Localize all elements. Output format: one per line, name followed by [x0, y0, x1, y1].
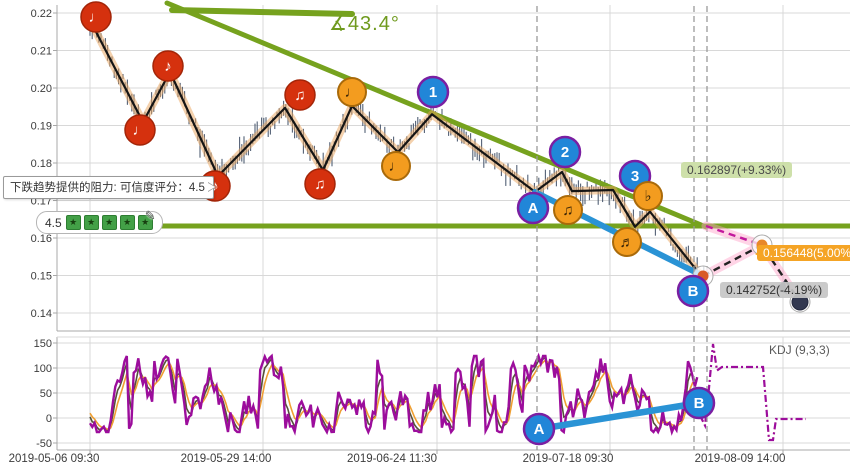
note-pivot-marker-♩[interactable]: ♩: [124, 114, 156, 146]
price-projection-lines[interactable]: [692, 221, 811, 313]
wave-marker-2[interactable]: 2: [548, 135, 582, 169]
dashed-time-markers: [536, 6, 708, 450]
svg-text:150: 150: [34, 338, 52, 350]
ab-line-kdj[interactable]: [535, 399, 703, 433]
svg-text:50: 50: [40, 388, 52, 400]
trend-lines[interactable]: [128, 0, 850, 230]
note-pivot-marker-♬[interactable]: ♬: [612, 227, 642, 257]
svg-text:0.14: 0.14: [31, 308, 52, 320]
svg-text:0.21: 0.21: [31, 46, 52, 58]
svg-text:3: 3: [631, 168, 639, 185]
svg-text:0.19: 0.19: [31, 121, 52, 133]
note-pivot-marker-♩[interactable]: ♩: [381, 151, 411, 181]
svg-text:0.20: 0.20: [31, 83, 52, 95]
svg-text:A: A: [528, 200, 539, 217]
angle-reference-ray: [169, 7, 355, 17]
svg-text:♬: ♬: [620, 234, 635, 251]
edit-pencil-icon[interactable]: ✎: [144, 208, 156, 223]
svg-text:0.16: 0.16: [31, 233, 52, 245]
svg-text:♩: ♩: [133, 122, 148, 139]
x-axis-label: 2019-06-24 11:30: [347, 453, 437, 465]
svg-text:♩: ♩: [345, 84, 360, 101]
svg-text:0: 0: [46, 413, 52, 425]
rating-star-icon: ★: [83, 215, 99, 230]
svg-text:♫: ♫: [314, 176, 325, 193]
note-pivot-marker-♭[interactable]: ♭: [633, 181, 663, 211]
x-axis-label: 2019-07-18 09:30: [522, 453, 614, 465]
kdj-forecast-tail: [699, 343, 806, 442]
svg-text:♩: ♩: [89, 9, 104, 26]
rating-star-icon: ★ ✎: [137, 209, 156, 230]
rating-star-icon: ★: [101, 215, 117, 230]
svg-text:♫: ♫: [294, 87, 305, 104]
note-pivot-marker-♫[interactable]: ♫: [304, 168, 336, 200]
resistance-price-label[interactable]: 0.162897(+9.33%): [681, 162, 793, 178]
svg-text:0.18: 0.18: [31, 158, 52, 170]
rating-star-icon: ★: [119, 215, 135, 230]
svg-text:100: 100: [34, 363, 52, 375]
svg-text:1: 1: [429, 84, 437, 101]
lower-target-price-label[interactable]: 0.142752(-4.19%): [720, 282, 829, 298]
pivot-markers[interactable]: ♩♩♪♪♫♫♩♩1A♫2♬3♭BAB: [80, 1, 716, 446]
note-pivot-marker-♪[interactable]: ♪: [152, 50, 184, 82]
confidence-rating-badge[interactable]: 4.5 ★ ★ ★ ★ ★ ✎: [36, 209, 163, 234]
x-axis-label: 2019-05-29 14:00: [180, 453, 272, 465]
point-marker-B[interactable]: B: [676, 274, 710, 308]
rating-star-icon: ★: [65, 215, 81, 230]
svg-text:A: A: [534, 421, 545, 438]
trend-angle-label: ∡43.4°: [329, 13, 400, 35]
svg-text:2: 2: [561, 144, 569, 161]
point-marker-A[interactable]: A: [516, 191, 550, 225]
x-axis-label: 2019-08-09 14:00: [694, 453, 786, 465]
trend-resistance-tooltip: 下跌趋势提供的阻力: 可信度评分：4.5: [3, 176, 216, 199]
kdj-point-marker-A[interactable]: A: [522, 412, 556, 446]
svg-text:0.15: 0.15: [31, 271, 52, 283]
svg-text:0.22: 0.22: [31, 8, 52, 20]
note-pivot-marker-♫[interactable]: ♫: [553, 195, 583, 225]
svg-text:♪: ♪: [164, 58, 172, 75]
rating-icons: ★ ★ ★ ★ ★ ✎: [65, 209, 156, 230]
kdj-indicator-lines: [88, 343, 806, 442]
svg-text:♫: ♫: [562, 202, 573, 219]
x-axis-label: 2019-05-06 09:30: [8, 453, 100, 465]
note-pivot-marker-♩[interactable]: ♩: [80, 1, 112, 33]
zigzag-wave-line: [91, 25, 707, 283]
svg-text:-50: -50: [36, 438, 52, 450]
kdj-point-marker-B[interactable]: B: [682, 386, 716, 420]
svg-text:♩: ♩: [389, 158, 404, 175]
note-pivot-marker-♫[interactable]: ♫: [284, 79, 316, 111]
confidence-rating-value: 4.5: [45, 215, 62, 230]
y-axis-labels: 0.220.210.200.190.180.170.160.150.141501…: [31, 8, 52, 450]
wave-marker-1[interactable]: 1: [416, 75, 450, 109]
note-pivot-marker-♩[interactable]: ♩: [337, 77, 367, 107]
svg-text:♭: ♭: [644, 188, 651, 205]
svg-text:B: B: [694, 395, 705, 412]
upper-target-price-label[interactable]: 0.156448(5.00%): [754, 245, 850, 261]
kdj-params-label: KDJ (9,3,3): [769, 343, 830, 357]
svg-text:B: B: [688, 283, 699, 300]
